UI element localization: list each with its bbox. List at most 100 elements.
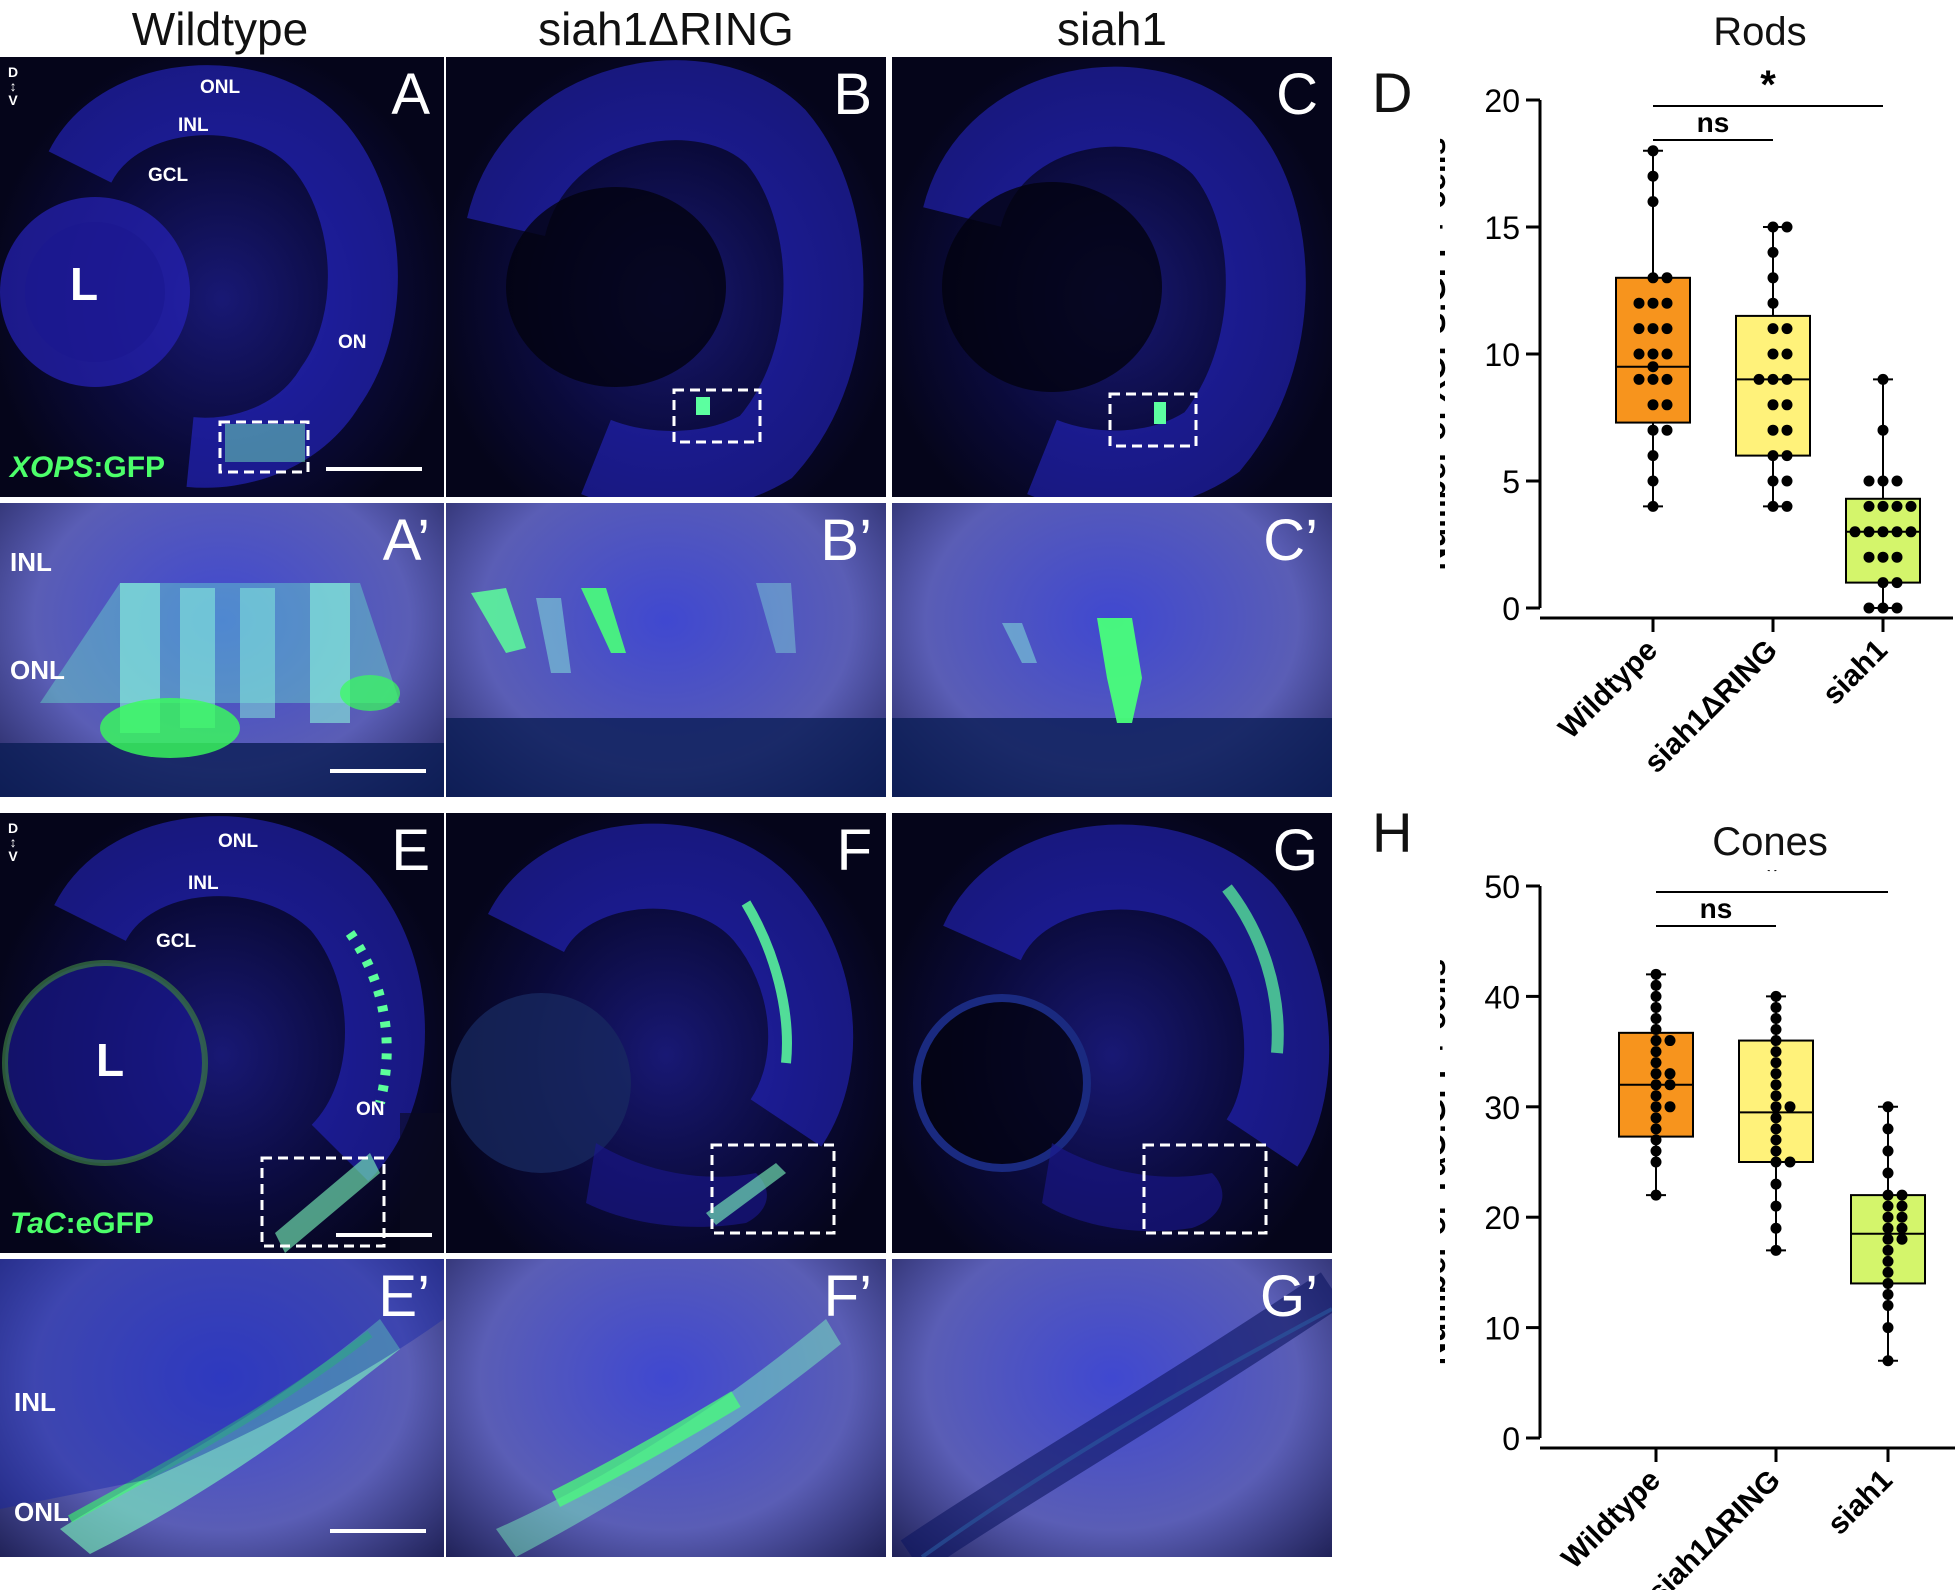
retina-section-drawing	[2, 816, 444, 1253]
column-title-wildtype: Wildtype	[131, 3, 309, 55]
scale-bar	[336, 1233, 432, 1237]
y-tick-label: 50	[1484, 870, 1520, 905]
panel-letter-f: F	[836, 818, 872, 883]
data-point	[1661, 373, 1673, 385]
data-point	[1647, 424, 1659, 436]
y-axis-label: Number of TαC:GFP+ cells	[1440, 959, 1452, 1365]
data-point	[1882, 1322, 1894, 1334]
data-point	[1770, 1134, 1782, 1146]
y-tick-label: 0	[1502, 1421, 1520, 1457]
chart-title-rods: Rods	[1713, 10, 1807, 54]
retina-section-drawing	[0, 65, 398, 488]
panel-letter-e: E	[391, 818, 430, 883]
inl-label: INL	[178, 115, 209, 136]
y-tick-label: 40	[1484, 979, 1520, 1015]
box-1	[1735, 314, 1811, 457]
column-title-siah1: siah1	[1057, 3, 1167, 55]
data-point	[1767, 323, 1779, 335]
data-point	[1664, 1035, 1676, 1047]
data-point	[1664, 1068, 1676, 1080]
panel-letter-c-prime: C’	[1263, 508, 1318, 573]
cones-box-plot: 0 10 20 30 40 50 Number of TαC:GFP+ cells Wildt…	[1440, 870, 1955, 1590]
data-point	[1650, 1101, 1662, 1113]
data-point	[1770, 1079, 1782, 1091]
data-point	[1767, 246, 1779, 258]
x-tick-label: siah1	[1816, 634, 1894, 712]
box-2	[1845, 497, 1921, 584]
data-point	[1647, 170, 1659, 182]
data-point	[1650, 1024, 1662, 1036]
data-point	[1650, 1090, 1662, 1102]
data-point	[1633, 373, 1645, 385]
data-point	[1781, 348, 1793, 360]
data-point	[1896, 1189, 1908, 1201]
lens-label: L	[70, 258, 99, 310]
onl-label: ONL	[14, 1497, 69, 1527]
inl-label: INL	[188, 873, 219, 894]
data-point	[1770, 1068, 1782, 1080]
data-point	[1647, 348, 1659, 360]
panel-letter-g-prime: G’	[1260, 1264, 1318, 1329]
gcl-label: GCL	[156, 931, 197, 952]
data-point	[1877, 602, 1889, 614]
data-point	[1650, 1079, 1662, 1091]
cone-cells-drawing	[0, 1259, 444, 1554]
data-point	[1650, 1189, 1662, 1201]
micrograph-panel-g: G	[892, 813, 1332, 1253]
data-point	[1784, 1156, 1796, 1168]
data-point	[1891, 551, 1903, 563]
x-tick-label: siah1ΔRING	[1641, 1464, 1787, 1590]
y-axis-label: Number of XOPS:GFP+ cells	[1440, 138, 1452, 571]
data-point	[1650, 979, 1662, 991]
data-point	[1650, 968, 1662, 980]
data-point	[1767, 348, 1779, 360]
data-point	[1781, 373, 1793, 385]
data-point	[1877, 424, 1889, 436]
data-point	[1877, 526, 1889, 538]
data-point	[1647, 196, 1659, 208]
data-point	[1770, 1090, 1782, 1102]
data-point	[1633, 323, 1645, 335]
data-point	[1650, 1001, 1662, 1013]
data-point	[1647, 272, 1659, 284]
data-point	[1882, 1211, 1894, 1223]
gcl-label: GCL	[148, 165, 189, 186]
data-point	[1661, 323, 1673, 335]
y-tick-label: 20	[1484, 1200, 1520, 1236]
data-point	[1882, 1200, 1894, 1212]
data-point	[1891, 500, 1903, 512]
chart-title-cones: Cones	[1712, 820, 1828, 864]
data-point	[1863, 475, 1875, 487]
column-title-siah1-dring: siah1ΔRING	[538, 3, 794, 55]
data-point	[1650, 1035, 1662, 1047]
micrograph-panel-b: B	[446, 57, 886, 497]
data-point	[1863, 602, 1875, 614]
data-point	[1882, 1266, 1894, 1278]
rods-box-plot: 0 5 10 15 20 Number of XOPS:GFP+ cells Wildtyp…	[1440, 63, 1953, 779]
data-point	[1877, 551, 1889, 563]
data-point	[1781, 450, 1793, 462]
data-point	[1767, 500, 1779, 512]
onl-label: ONL	[218, 831, 259, 852]
y-tick-label: 5	[1502, 464, 1520, 500]
data-point	[1647, 475, 1659, 487]
y-tick-label: 30	[1484, 1090, 1520, 1126]
data-point	[1664, 1079, 1676, 1091]
data-point	[1877, 475, 1889, 487]
retina-section-drawing	[467, 60, 864, 497]
data-point	[1650, 1068, 1662, 1080]
x-tick-label: Wildtype	[1552, 634, 1664, 746]
y-tick-label: 15	[1484, 210, 1520, 246]
data-point	[1661, 348, 1673, 360]
data-point	[1664, 1101, 1676, 1113]
transgene-label-cones: TaC:eGFP	[10, 1207, 154, 1240]
micrograph-panel-e-prime: E’ INL ONL	[0, 1259, 444, 1557]
data-point	[1882, 1222, 1894, 1234]
data-point	[1770, 1112, 1782, 1124]
lens-label: L	[96, 1034, 125, 1086]
data-point	[1882, 1145, 1894, 1157]
panel-letter-f-prime: F’	[823, 1264, 872, 1329]
micrograph-panel-a-prime: A’ INL ONL	[0, 503, 444, 797]
data-point	[1905, 526, 1917, 538]
data-point	[1647, 373, 1659, 385]
